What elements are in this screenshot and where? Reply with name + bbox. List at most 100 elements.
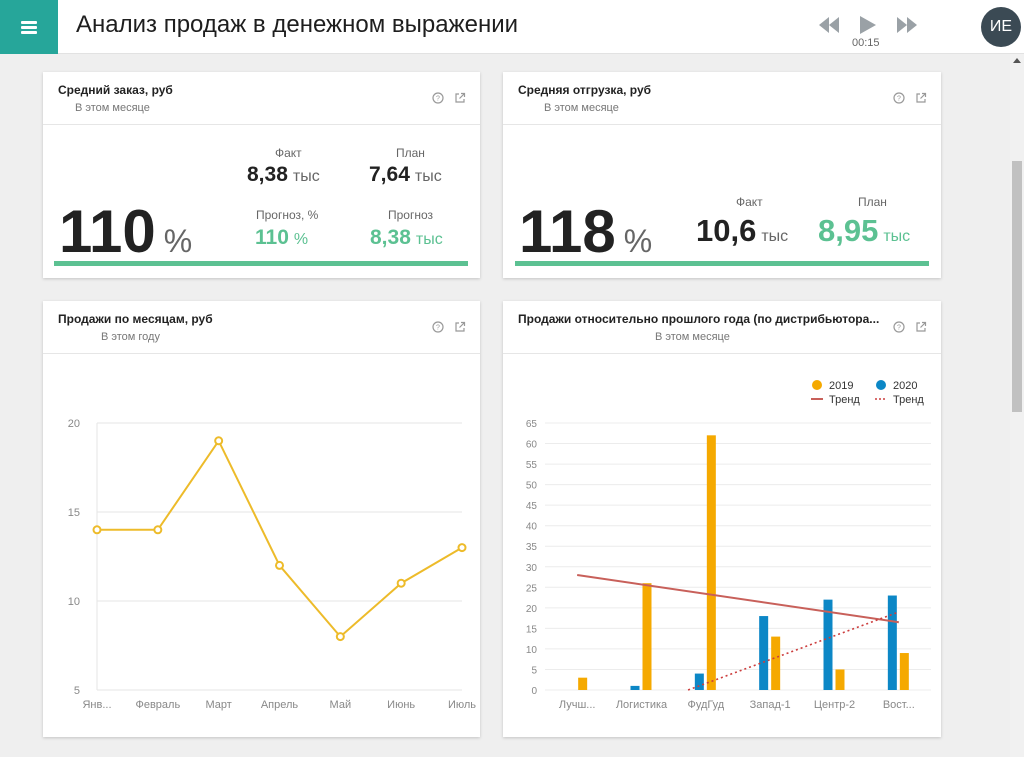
help-icon[interactable]: ? <box>893 321 905 333</box>
data-point <box>457 543 467 553</box>
data-point <box>335 632 345 642</box>
avg-shipment-card: Средняя отгрузка, руб В этом месяце ? 11… <box>503 72 941 278</box>
forecast-percent-value: 110% <box>255 226 309 249</box>
playback-controls: 00:15 <box>816 12 926 50</box>
x-tick-label: Вост... <box>883 699 915 711</box>
x-tick-label: Янв... <box>82 699 111 711</box>
x-tick-label: Март <box>206 699 232 711</box>
bar-2019 <box>835 669 845 690</box>
bar-2020 <box>823 599 833 690</box>
help-icon[interactable]: ? <box>432 92 444 104</box>
line-chart: 5 10 15 20 Янв... Февраль Март Апрель Май Июнь Июл… <box>68 418 477 711</box>
y-tick-label: 5 <box>74 685 80 697</box>
bar-2020 <box>759 616 769 690</box>
card-title: Продажи относительно прошлого года (по д… <box>518 312 880 326</box>
chart-legend: 2019 2020 Тренд Тренд <box>811 380 924 406</box>
bar-2019 <box>771 636 781 690</box>
x-tick-label: Июль <box>448 699 476 711</box>
x-tick-label: Май <box>330 699 352 711</box>
y-tick-label: 65 <box>526 419 538 430</box>
sales-by-month-card: Продажи по месяцам, руб В этом году ? 5 1… <box>43 301 480 737</box>
y-tick-label: 10 <box>68 596 80 608</box>
plan-value: 7,64 тыс <box>369 163 442 186</box>
card-header: Средняя отгрузка, руб В этом месяце ? <box>503 72 941 125</box>
data-point <box>92 525 102 535</box>
progress-bar <box>54 261 468 266</box>
data-point <box>153 525 163 535</box>
forecast-value: 8,38 тыс <box>370 226 443 249</box>
data-point <box>396 578 406 588</box>
menu-button[interactable] <box>0 0 58 54</box>
legend-label-2019: 2019 <box>829 380 853 392</box>
legend-marker-2020 <box>876 380 886 390</box>
legend-label-2020: 2020 <box>893 380 917 392</box>
play-icon[interactable] <box>858 14 878 36</box>
trend-line-2019 <box>577 573 899 624</box>
playback-timer: 00:15 <box>852 37 880 49</box>
x-tick-label: Февраль <box>135 699 180 711</box>
rewind-icon[interactable] <box>818 14 840 36</box>
fact-label: Факт <box>736 195 763 209</box>
external-link-icon[interactable] <box>454 321 466 333</box>
y-tick-label: 25 <box>526 583 538 594</box>
user-avatar[interactable]: ИЕ <box>981 7 1021 47</box>
x-tick-label: Июнь <box>387 699 415 711</box>
bar-chart: 0 5 10 15 20 25 30 35 40 45 50 55 60 65 Лучш... Логисти… <box>526 380 931 711</box>
help-icon[interactable]: ? <box>893 92 905 104</box>
fact-value: 8,38 тыс <box>247 163 320 186</box>
page-title: Анализ продаж в денежном выражении <box>76 11 519 38</box>
card-title: Средний заказ, руб <box>58 83 173 97</box>
data-point <box>214 436 224 446</box>
percent-value: 118% <box>519 198 653 265</box>
x-tick-label: Центр-2 <box>814 699 855 711</box>
external-link-icon[interactable] <box>454 92 466 104</box>
card-title: Средняя отгрузка, руб <box>518 83 652 97</box>
scroll-thumb[interactable] <box>1012 161 1022 412</box>
svg-text:?: ? <box>897 325 901 332</box>
progress-fill <box>515 261 929 266</box>
bar-2019 <box>899 653 909 690</box>
external-link-icon[interactable] <box>915 321 927 333</box>
y-tick-label: 20 <box>68 418 80 430</box>
fact-label: Факт <box>275 146 302 160</box>
page-scrollbar[interactable] <box>1010 54 1024 757</box>
plan-label: План <box>858 195 887 209</box>
card-header: Продажи по месяцам, руб В этом году ? <box>43 301 480 354</box>
y-tick-label: 35 <box>526 542 538 553</box>
bar-2019 <box>706 435 716 690</box>
y-tick-label: 20 <box>526 604 538 615</box>
bar-2019 <box>578 677 588 690</box>
bar-2019 <box>642 583 652 690</box>
card-header: Средний заказ, руб В этом месяце ? <box>43 72 480 125</box>
x-tick-label: Апрель <box>261 699 299 711</box>
svg-text:?: ? <box>436 96 440 103</box>
legend-marker-2019 <box>812 380 822 390</box>
plan-label: План <box>396 146 425 160</box>
external-link-icon[interactable] <box>915 92 927 104</box>
legend-label-trend-2019: Тренд <box>829 394 860 406</box>
y-tick-label: 60 <box>526 440 538 451</box>
x-tick-label: Лучш... <box>559 699 596 711</box>
bar-2020 <box>887 595 897 690</box>
plan-value: 8,95 тыс <box>818 213 911 248</box>
card-subtitle: В этом месяце <box>655 331 730 343</box>
fast-forward-icon[interactable] <box>896 14 918 36</box>
y-tick-label: 5 <box>531 665 537 676</box>
card-header: Продажи относительно прошлого года (по д… <box>503 301 941 354</box>
forecast-label: Прогноз <box>388 208 434 222</box>
card-subtitle: В этом месяце <box>75 102 150 114</box>
avg-order-card: Средний заказ, руб В этом месяце ? 110% … <box>43 72 480 278</box>
percent-value: 110% <box>59 198 193 265</box>
series-line <box>97 438 463 639</box>
y-tick-label: 30 <box>526 563 538 574</box>
bar-2020 <box>630 685 640 690</box>
help-icon[interactable]: ? <box>432 321 444 333</box>
forecast-percent-label: Прогноз, % <box>256 208 319 222</box>
progress-fill <box>54 261 468 266</box>
progress-bar <box>515 261 929 266</box>
y-tick-label: 10 <box>526 645 538 656</box>
x-tick-label: Логистика <box>616 699 668 711</box>
sales-vs-last-year-card: Продажи относительно прошлого года (по д… <box>503 301 941 737</box>
scroll-up-arrow-icon[interactable] <box>1013 58 1021 63</box>
card-title: Продажи по месяцам, руб <box>58 312 213 326</box>
